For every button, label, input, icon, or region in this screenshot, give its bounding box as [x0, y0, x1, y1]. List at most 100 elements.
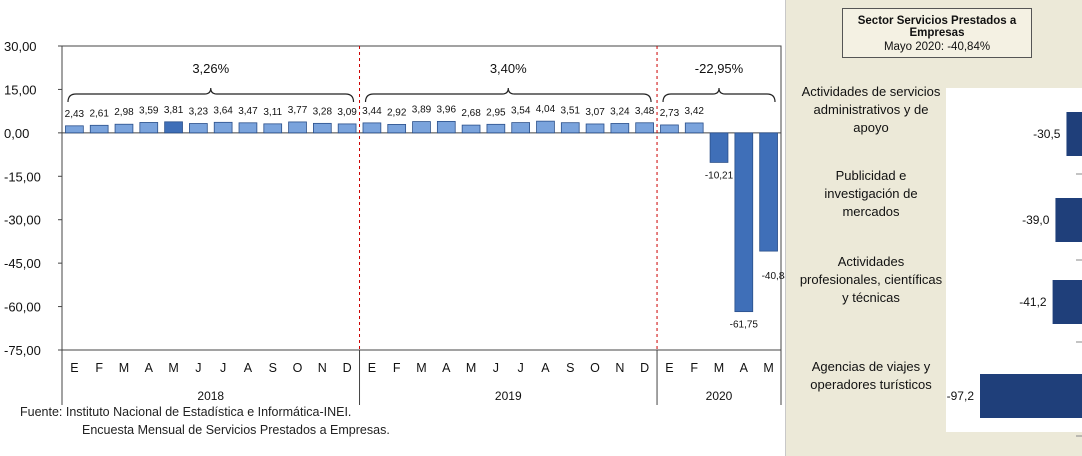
- y-tick-label: -75,00: [4, 343, 41, 358]
- bar: [412, 121, 431, 134]
- bar: [536, 120, 555, 134]
- bar: [189, 123, 208, 134]
- bar: [263, 123, 283, 134]
- bar-value-label: 3,48: [635, 106, 655, 117]
- bar: [684, 122, 704, 134]
- sector-bar: [1052, 280, 1082, 324]
- bar-value-label: 3,89: [412, 105, 432, 116]
- bar: [461, 124, 481, 134]
- sector-title-box: Sector Servicios Prestados a Empresas Ma…: [842, 8, 1032, 58]
- bar: [313, 122, 332, 134]
- month-label: J: [493, 361, 499, 375]
- bar-value-label: 3,11: [263, 107, 282, 118]
- y-tick-label: -60,00: [4, 300, 41, 315]
- month-label: J: [220, 361, 226, 375]
- period-bracket: [67, 87, 355, 103]
- y-tick-label: -45,00: [4, 256, 41, 271]
- bar-value-label: 3,07: [585, 107, 605, 118]
- bar: [288, 121, 307, 134]
- sector-category-label-line: Agencias de viajes y: [811, 359, 931, 374]
- bar: [238, 122, 258, 134]
- source-line-1: Fuente: Instituto Nacional de Estadístic…: [20, 405, 352, 419]
- bar-value-label: 2,92: [387, 107, 407, 118]
- month-label: E: [368, 361, 376, 375]
- month-label: A: [541, 361, 550, 375]
- month-label: M: [416, 361, 426, 375]
- sector-category-label-line: Actividades de servicios: [801, 84, 941, 99]
- sector-category-label-line: profesionales, científicas: [799, 272, 943, 287]
- month-label: A: [740, 361, 749, 375]
- bar: [387, 124, 407, 134]
- bar-value-label: 2,43: [65, 109, 85, 120]
- bar-value-label: 3,77: [288, 105, 308, 116]
- bar-value-label: 2,98: [114, 107, 134, 118]
- month-label: M: [119, 361, 129, 375]
- month-label: O: [293, 361, 303, 375]
- bar: [635, 122, 654, 134]
- year-label: 2019: [495, 389, 522, 403]
- bar-value-label: 3,42: [684, 106, 704, 117]
- sector-category-label: Agencias de viajes y operadores turístico…: [786, 358, 956, 394]
- bar-value-label: -10,21: [705, 170, 734, 181]
- sector-category-label-line: administrativos y de: [813, 102, 929, 117]
- y-tick-label: 15,00: [4, 82, 37, 97]
- bar-value-label: 2,68: [461, 108, 481, 119]
- bar: [436, 120, 456, 134]
- bar: [610, 123, 630, 134]
- year-label: 2020: [706, 389, 733, 403]
- month-label: N: [615, 361, 624, 375]
- plot-frame: [61, 45, 782, 351]
- month-label: J: [518, 361, 524, 375]
- main-chart-panel: 30,00 15,00 0,00 -15,00 -30,00 -45,00 -60,00 -7…: [4, 0, 786, 456]
- sector-category-label-line: Actividades: [837, 254, 905, 269]
- bar-value-label: 3,81: [164, 105, 184, 116]
- period-average-label: -22,95%: [695, 61, 744, 76]
- sector-bar: [1066, 112, 1082, 156]
- sector-category-label: Publicidad e investigación de mercados: [786, 167, 956, 221]
- bar-value-label: 3,24: [610, 106, 630, 117]
- bar-value-label: 2,95: [486, 107, 506, 118]
- month-label: F: [393, 361, 401, 375]
- y-tick-label: 0,00: [4, 126, 29, 141]
- bar: [362, 122, 382, 134]
- bar: [337, 123, 357, 134]
- period-average-label: 3,40%: [490, 61, 527, 76]
- bar: [511, 122, 530, 134]
- bar-value-label: 3,64: [213, 105, 233, 116]
- year-label: 2018: [197, 389, 224, 403]
- bar: [139, 122, 159, 134]
- bar-value-label: 4,04: [536, 104, 556, 115]
- month-label: A: [244, 361, 253, 375]
- source-line-2: Encuesta Mensual de Servicios Prestados …: [82, 423, 390, 437]
- bar-value-label: 3,47: [238, 106, 258, 117]
- sector-bar-chart: -30,5 -39,0 -41,2 -97,2: [947, 112, 1082, 437]
- sector-category-label-line: mercados: [842, 204, 900, 219]
- bar-value-label: 3,44: [362, 106, 382, 117]
- month-label: J: [195, 361, 201, 375]
- bar-value-label: 3,23: [189, 107, 209, 118]
- bar-value-label: 2,61: [89, 108, 109, 119]
- monthly-variation-chart: 30,00 15,00 0,00 -15,00 -30,00 -45,00 -60,00 -7…: [4, 39, 785, 405]
- bar: [560, 122, 580, 134]
- y-tick-label: -15,00: [4, 169, 41, 184]
- sector-bar-value: -97,2: [947, 389, 975, 403]
- sector-category-label-line: y técnicas: [842, 290, 900, 305]
- bar-value-label: 3,96: [437, 104, 457, 115]
- sector-category-label-line: Publicidad e: [835, 168, 907, 183]
- month-label: F: [95, 361, 103, 375]
- sector-category-label: Actividades profesionales, científicas y t…: [786, 253, 956, 307]
- sector-category-label: Actividades de servicios administrativos …: [786, 83, 956, 137]
- sector-bar: [1055, 198, 1082, 242]
- sector-bar-value: -39,0: [1022, 213, 1050, 227]
- month-label: S: [269, 361, 277, 375]
- sector-category-label-line: operadores turísticos: [810, 377, 932, 392]
- bar: [734, 132, 754, 313]
- month-label: F: [690, 361, 698, 375]
- sector-title: Sector Servicios Prestados a Empresas: [857, 15, 1017, 39]
- month-label: O: [590, 361, 600, 375]
- bar-value-label: 3,54: [511, 106, 531, 117]
- bar: [164, 121, 183, 134]
- bar: [759, 132, 778, 252]
- bar: [486, 123, 506, 134]
- bar-value-label: 3,09: [337, 107, 357, 118]
